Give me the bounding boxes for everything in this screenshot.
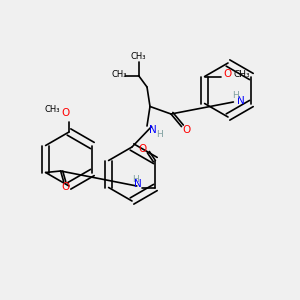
Text: O: O [183,124,191,135]
Text: H: H [232,91,239,100]
Text: CH₃: CH₃ [234,70,250,79]
Text: O: O [223,69,231,79]
Text: N: N [149,124,157,135]
Text: N: N [134,179,141,189]
Text: H: H [133,175,139,184]
Text: CH₃: CH₃ [45,105,60,114]
Text: O: O [139,143,147,154]
Text: O: O [61,182,69,193]
Text: O: O [62,108,70,118]
Text: N: N [237,95,245,106]
Text: CH₃: CH₃ [112,70,128,79]
Text: H: H [156,130,163,139]
Text: CH₃: CH₃ [131,52,146,61]
